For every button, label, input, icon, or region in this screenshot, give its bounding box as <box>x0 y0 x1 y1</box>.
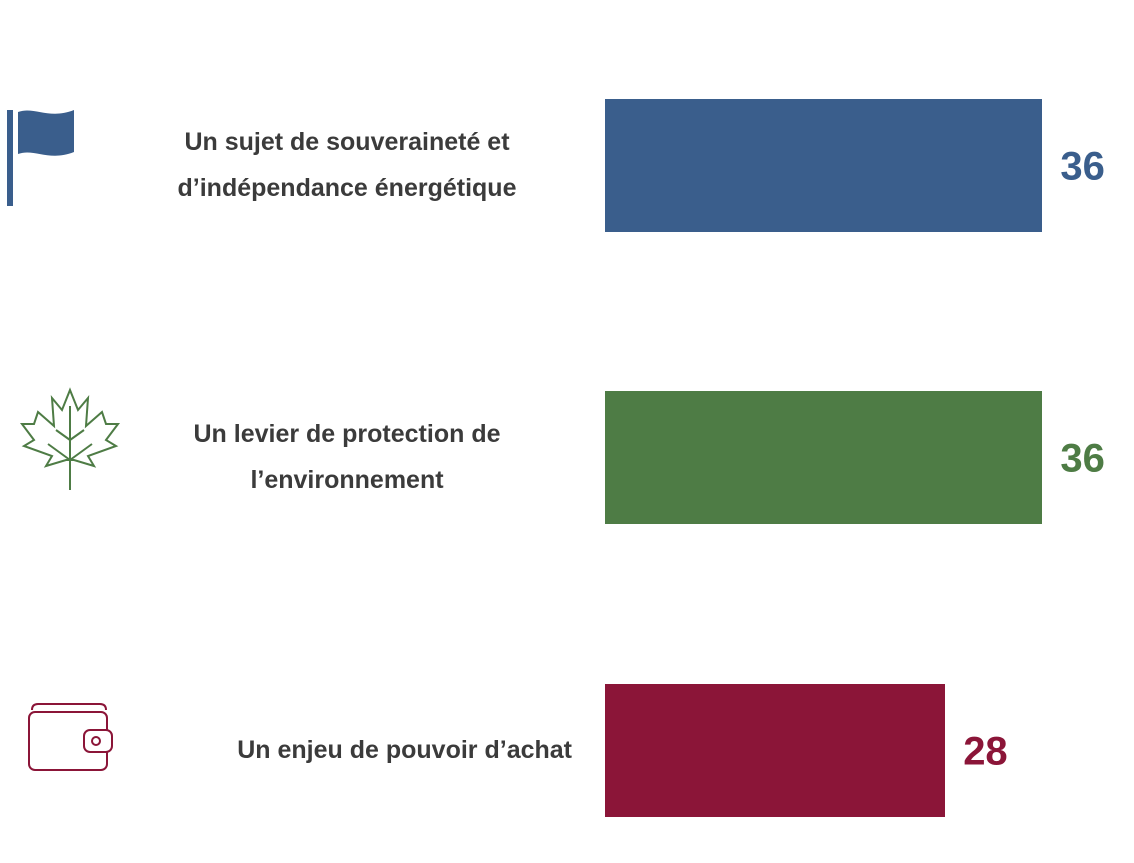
category-label: Un sujet de souveraineté et d’indépendan… <box>177 128 517 202</box>
bar <box>605 98 1043 232</box>
flag-icon <box>7 110 74 206</box>
category-label: Un enjeu de pouvoir d’achat <box>237 736 572 764</box>
wallet-icon <box>28 703 113 771</box>
value-label: 28 <box>963 729 1008 774</box>
value-label: 36 <box>1060 436 1105 481</box>
bar <box>605 390 1043 524</box>
category-label: Un levier de protection de l’environneme… <box>193 420 501 494</box>
maple-leaf-icon <box>20 387 120 490</box>
bar <box>605 683 946 817</box>
value-label: 36 <box>1060 144 1105 189</box>
